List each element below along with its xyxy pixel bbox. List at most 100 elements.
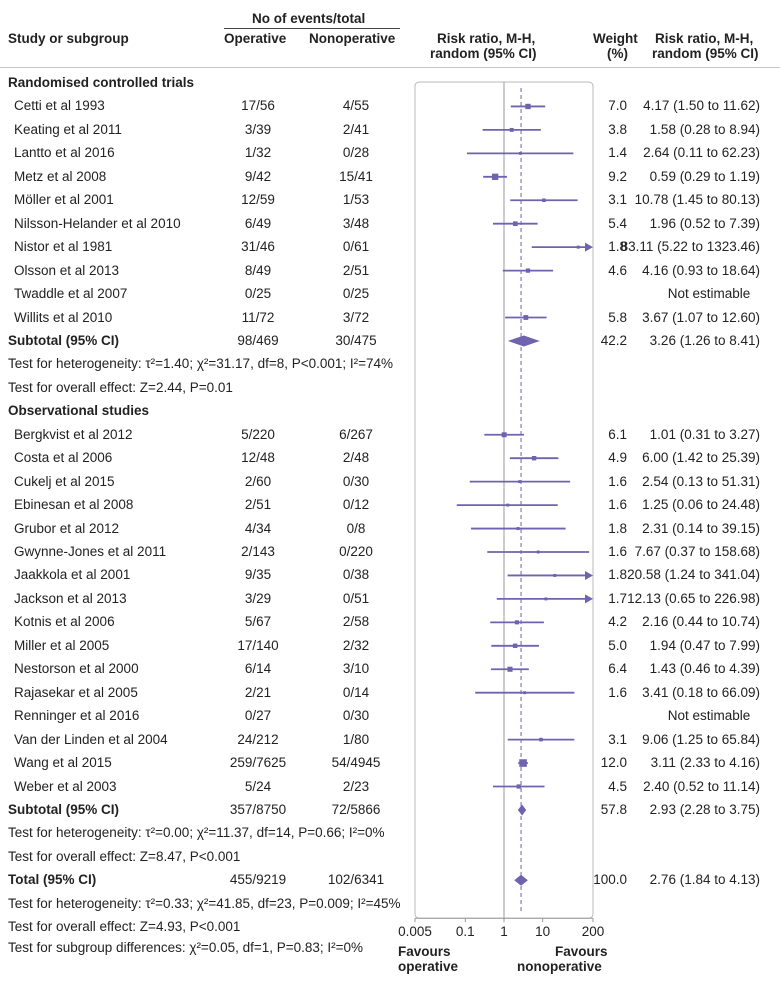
observational-study-0-name: Bergkvist et al 2012 [14,426,133,442]
observational-study-4-name: Grubor et al 2012 [14,520,120,536]
observational-study-5-rr-label: 7.67 (0.37 to 158.68) [634,544,760,559]
rct-study-9-nonoperative: 3/72 [342,309,370,325]
observational-study-6-rr-label: 20.58 (1.24 to 341.04) [627,567,760,583]
rct-study-8-rr-label: Not estimable [667,286,751,302]
subgroup-differences-test: Test for subgroup differences: χ²=0.05, … [8,940,364,955]
observational-study-1-operative: 12/48 [241,450,275,466]
observational-study-11-weight: 1.6 [608,684,627,700]
observational-study-7-point [544,597,548,601]
observational-study-15-nonoperative: 2/23 [342,778,370,794]
observational-study-2-rr-label: 2.54 (0.13 to 51.31) [642,473,760,489]
observational-subtotal-weight: 57.8 [600,801,627,817]
observational-study-7-weight: 1.7 [608,590,627,606]
operative-column-header: Operative [224,31,287,46]
plot-frame [414,81,594,919]
rct-study-6-name: Nistor et al 1981 [14,239,113,255]
observational-study-0-point [501,432,507,438]
rct-study-5-nonoperative: 3/48 [342,215,370,231]
observational-study-14-operative: 259/7625 [229,755,287,771]
observational-study-8-weight: 4.2 [608,614,627,630]
favours-nonoperative-line2: nonoperative [517,959,602,974]
rct-subtotal-operative: 98/469 [237,332,279,348]
rct-study-0-name: Cetti et al 1993 [14,98,105,114]
observational-study-10-point [507,666,513,672]
total-nonoperative: 102/6341 [327,872,385,888]
rct-study-7-point [525,268,531,273]
rct-study-3-operative: 9/42 [244,168,272,184]
rct-study-6-weight: 1.8 [608,239,627,255]
x-tick-label-0: 0.005 [398,924,432,939]
rct-study-2-weight: 1.4 [608,145,627,161]
observational-study-3-nonoperative: 0/12 [342,497,370,513]
observational-study-2-name: Cukelj et al 2015 [14,473,115,489]
observational-study-1-weight: 4.9 [608,450,627,466]
observational-subtotal-rr-label: 2.93 (2.28 to 3.75) [649,801,760,817]
observational-study-5-operative: 2/143 [241,544,275,559]
observational-study-5-name: Gwynne-Jones et al 2011 [14,544,167,559]
observational-study-0-weight: 6.1 [608,426,627,442]
rct-study-7-rr-label: 4.16 (0.93 to 18.64) [642,262,760,278]
rct-study-1-name: Keating et al 2011 [14,121,122,137]
observational-study-15-weight: 4.5 [608,778,627,794]
rct-study-1-rr-label: 1.58 (0.28 to 8.94) [649,121,760,137]
observational-study-10-nonoperative: 3/10 [342,661,370,677]
rct-study-9-name: Willits et al 2010 [14,309,113,325]
observational-study-13-nonoperative: 1/80 [342,731,370,747]
observational-heterogeneity-test: Test for heterogeneity: τ²=0.00; χ²=11.3… [8,825,385,841]
rct-study-0-rr-label: 4.17 (1.50 to 11.62) [643,98,760,114]
rct-study-4-rr-label: 10.78 (1.45 to 80.13) [634,192,760,208]
observational-study-14-point [519,759,527,767]
x-tick-label-2: 1 [500,924,508,939]
observational-study-6-point [553,573,557,577]
observational-study-3-rr-label: 1.25 (0.06 to 24.48) [642,497,760,513]
rct-study-1-operative: 3/39 [244,121,272,137]
observational-study-4-rr-label: 2.31 (0.14 to 39.15) [642,520,760,536]
observational-study-3-point [506,503,510,507]
observational-study-1-nonoperative: 2/48 [342,450,370,466]
observational-study-7-nonoperative: 0/51 [342,590,370,606]
total-rr-label: 2.76 (1.84 to 4.13) [649,872,760,888]
rct-study-4-weight: 3.1 [608,192,627,208]
observational-study-11-rr-label: 3.41 (0.18 to 66.09) [642,684,760,700]
observational-study-2-operative: 2/60 [244,473,272,489]
favours-operative-line1: Favours [398,944,451,959]
observational-study-5-point [536,550,540,554]
rr-text-header-line1: Risk ratio, M-H, [655,31,754,46]
observational-study-2-point [518,480,522,484]
observational-study-4-operative: 4/34 [244,520,272,536]
observational-study-14-rr-label: 3.11 (2.33 to 4.16) [650,755,760,771]
rct-study-2-operative: 1/32 [244,145,272,161]
rct-subtotal-name: Subtotal (95% CI) [8,332,120,348]
observational-subtotal-diamond [517,804,527,816]
favours-operative-line2: operative [398,959,459,974]
observational-study-3-name: Ebinesan et al 2008 [14,497,134,513]
observational-study-7-name: Jackson et al 2013 [14,590,127,606]
observational-study-9-nonoperative: 2/32 [342,637,370,653]
observational-study-14-nonoperative: 54/4945 [331,755,381,771]
observational-study-9-rr-label: 1.94 (0.47 to 7.99) [649,637,760,653]
rct-study-5-operative: 6/49 [244,215,272,231]
observational-study-8-name: Kotnis et al 2006 [14,614,115,630]
study-column-header: Study or subgroup [8,31,129,46]
total-operative: 455/9219 [229,872,287,888]
rct-study-7-nonoperative: 2/51 [342,262,370,278]
rct-subtotal-weight: 42.2 [600,332,627,348]
observational-subtotal-operative: 357/8750 [229,801,287,817]
observational-study-12-rr-label: Not estimable [667,708,751,724]
observational-study-5-nonoperative: 0/220 [339,544,373,559]
observational-study-4-weight: 1.8 [608,520,627,536]
rct-study-0-weight: 7.0 [608,98,627,114]
observational-study-2-nonoperative: 0/30 [342,473,370,489]
observational-section-title: Observational studies [8,403,150,419]
total-name: Total (95% CI) [8,872,97,888]
observational-study-6-operative: 9/35 [244,567,272,583]
rct-study-5-rr-label: 1.96 (0.52 to 7.39) [649,215,760,231]
observational-study-6-nonoperative: 0/38 [342,567,370,583]
rct-study-7-name: Olsson et al 2013 [14,262,120,278]
observational-study-14-weight: 12.0 [600,755,627,771]
observational-study-11-nonoperative: 0/14 [342,684,370,700]
rct-study-8-name: Twaddle et al 2007 [14,286,128,302]
observational-study-8-point [514,620,519,625]
observational-study-13-point [539,737,543,742]
observational-study-5-weight: 1.6 [608,544,627,559]
